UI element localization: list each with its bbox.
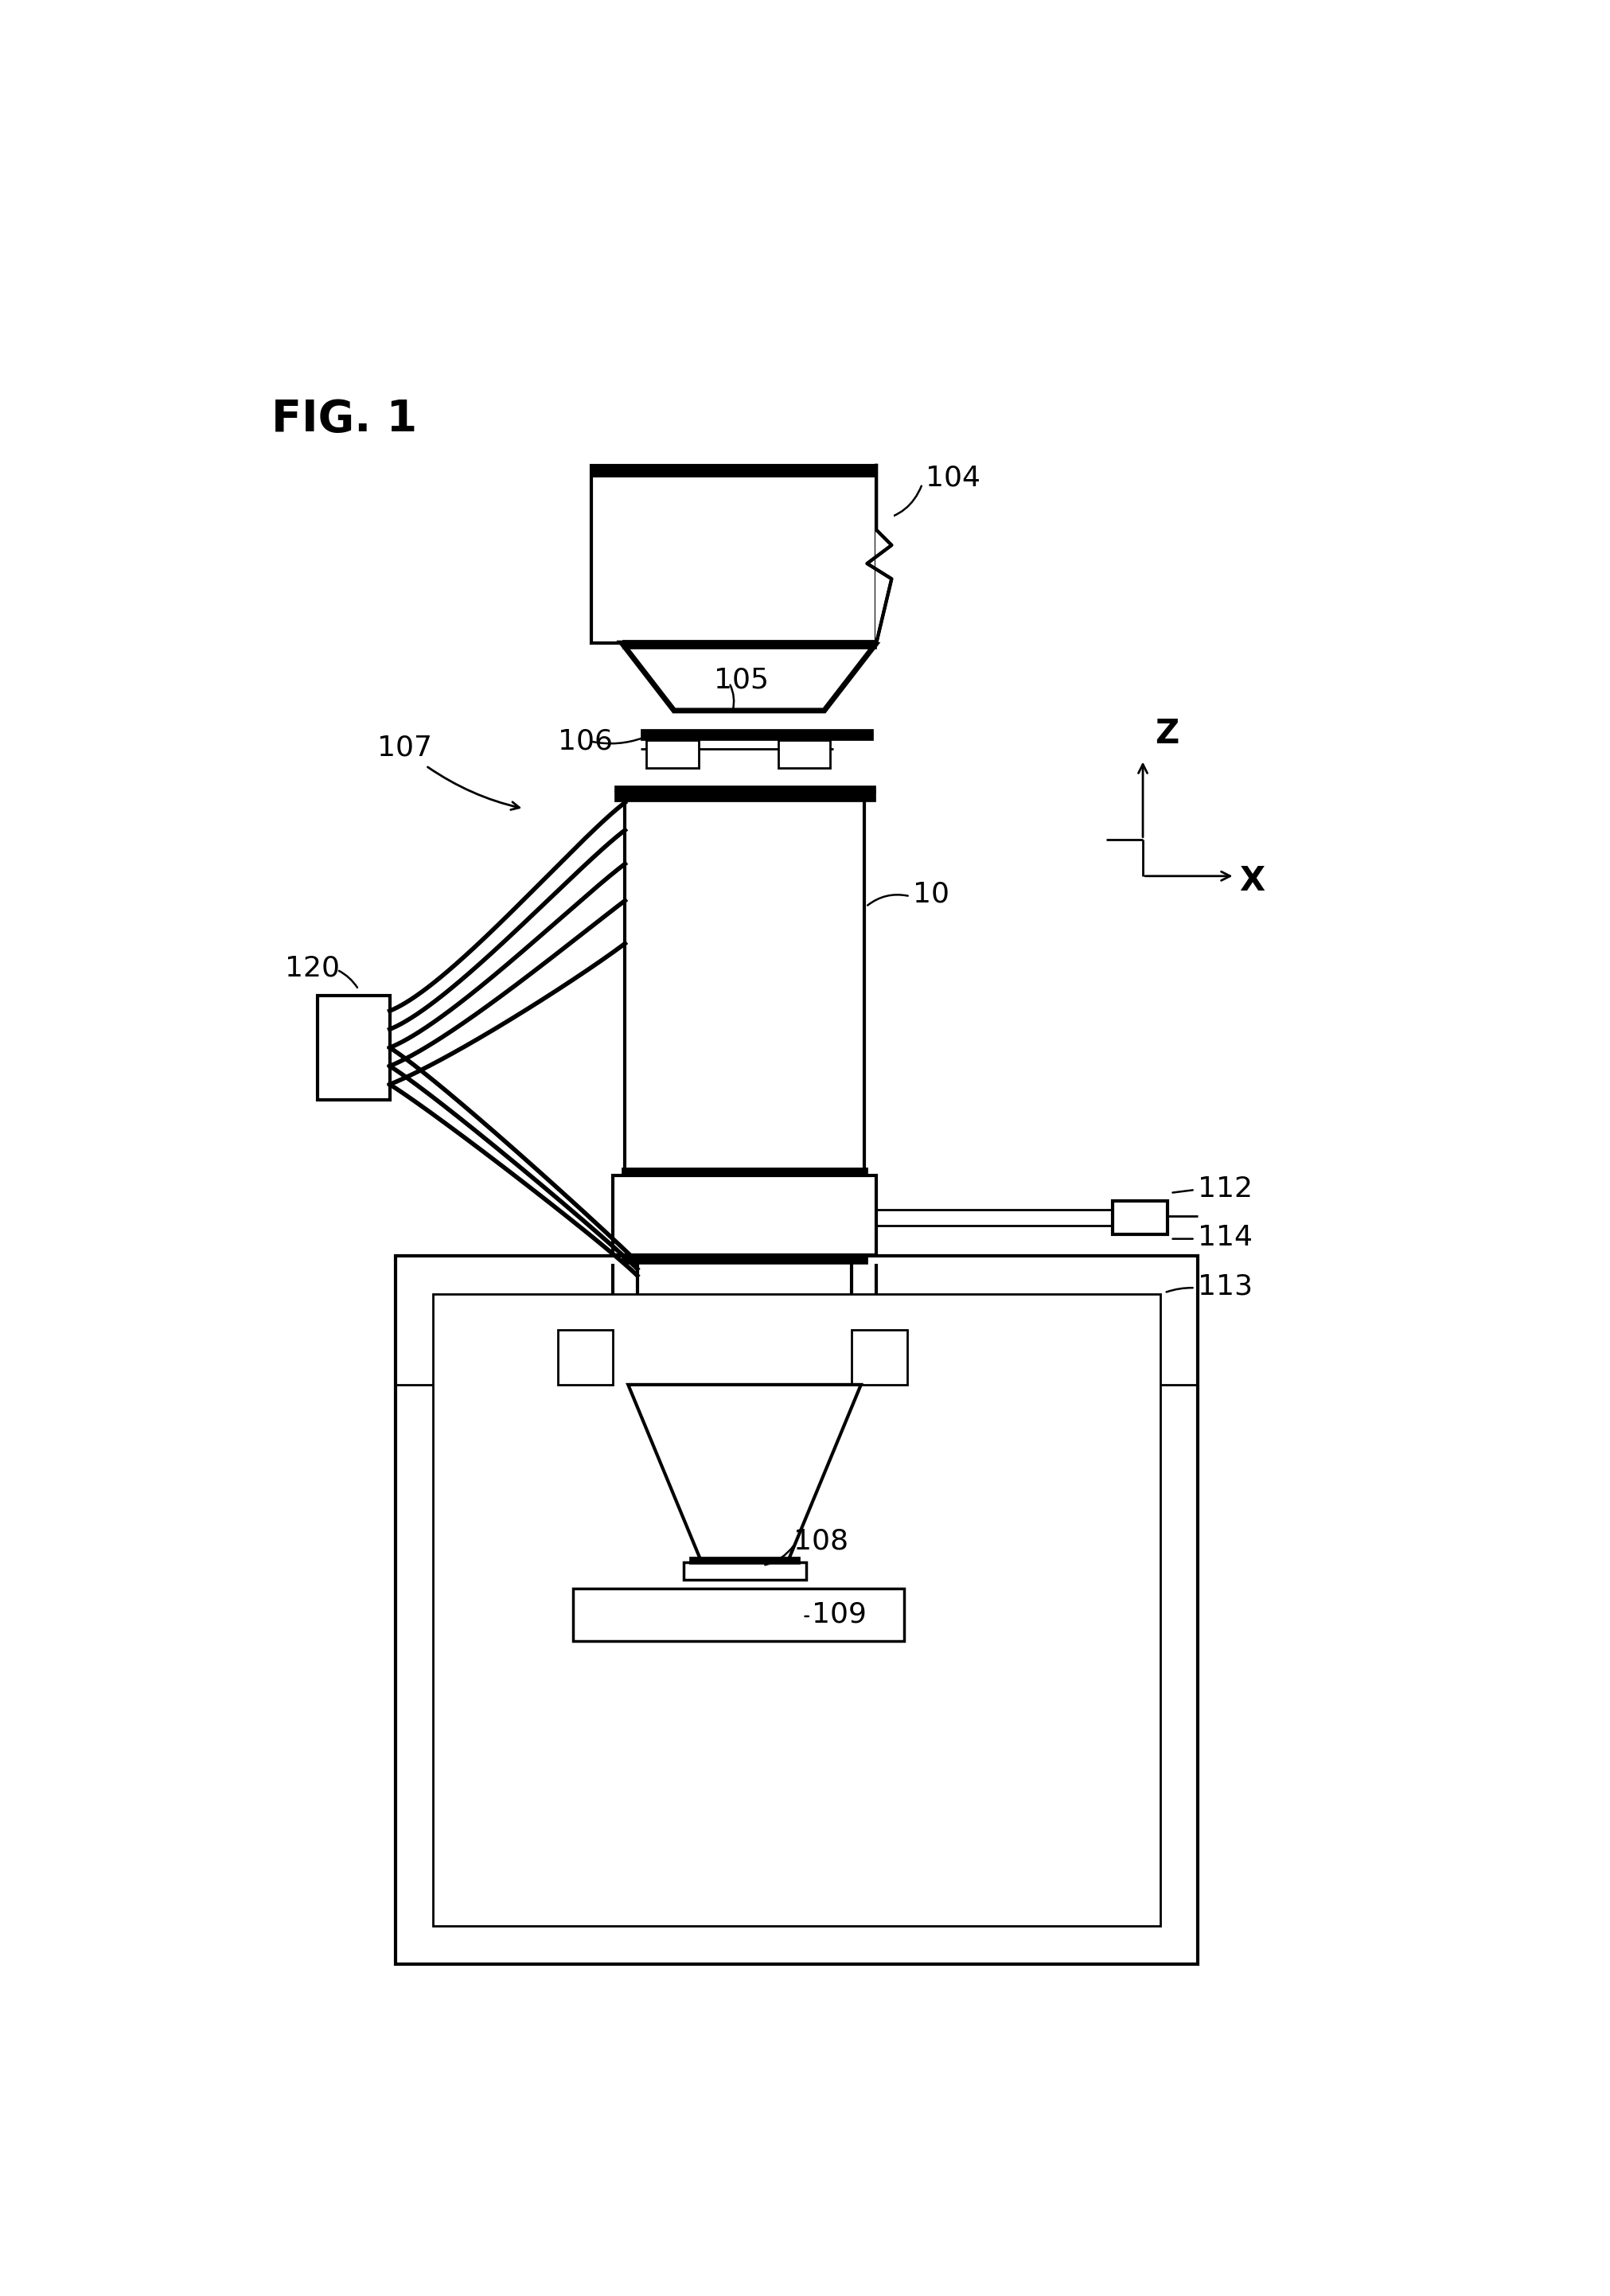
Bar: [621, 1166, 868, 1176]
Bar: [778, 739, 831, 767]
Polygon shape: [621, 643, 876, 709]
Text: 113: 113: [1198, 1272, 1253, 1300]
Bar: [621, 641, 876, 650]
Bar: [557, 1329, 613, 1384]
Polygon shape: [628, 1384, 861, 1561]
Bar: [573, 1589, 903, 1642]
Text: 10: 10: [913, 882, 950, 907]
Text: 112: 112: [1198, 1176, 1253, 1203]
Bar: [876, 466, 894, 643]
Bar: [621, 1256, 868, 1265]
Bar: [317, 996, 390, 1100]
Text: 108: 108: [794, 1527, 848, 1554]
Bar: [433, 1295, 1161, 1926]
Text: 105: 105: [713, 666, 770, 693]
Text: Z: Z: [1154, 716, 1179, 751]
Text: 106: 106: [557, 728, 612, 755]
Bar: [613, 1176, 876, 1256]
Bar: [591, 466, 876, 643]
Text: 109: 109: [811, 1600, 866, 1628]
Bar: [852, 1329, 906, 1384]
Bar: [613, 790, 876, 801]
Text: 120: 120: [285, 955, 340, 980]
Bar: [625, 790, 865, 1219]
Bar: [683, 1561, 807, 1580]
Bar: [591, 466, 876, 478]
Text: 114: 114: [1198, 1224, 1253, 1251]
Bar: [1113, 1201, 1167, 1235]
Bar: [641, 730, 873, 739]
Text: 107: 107: [377, 735, 431, 760]
Text: 104: 104: [926, 464, 980, 491]
Bar: [394, 1256, 1198, 1963]
Text: FIG. 1: FIG. 1: [272, 397, 417, 441]
Bar: [613, 785, 876, 792]
Bar: [647, 739, 699, 767]
Bar: [689, 1557, 800, 1564]
Text: X: X: [1240, 863, 1265, 898]
